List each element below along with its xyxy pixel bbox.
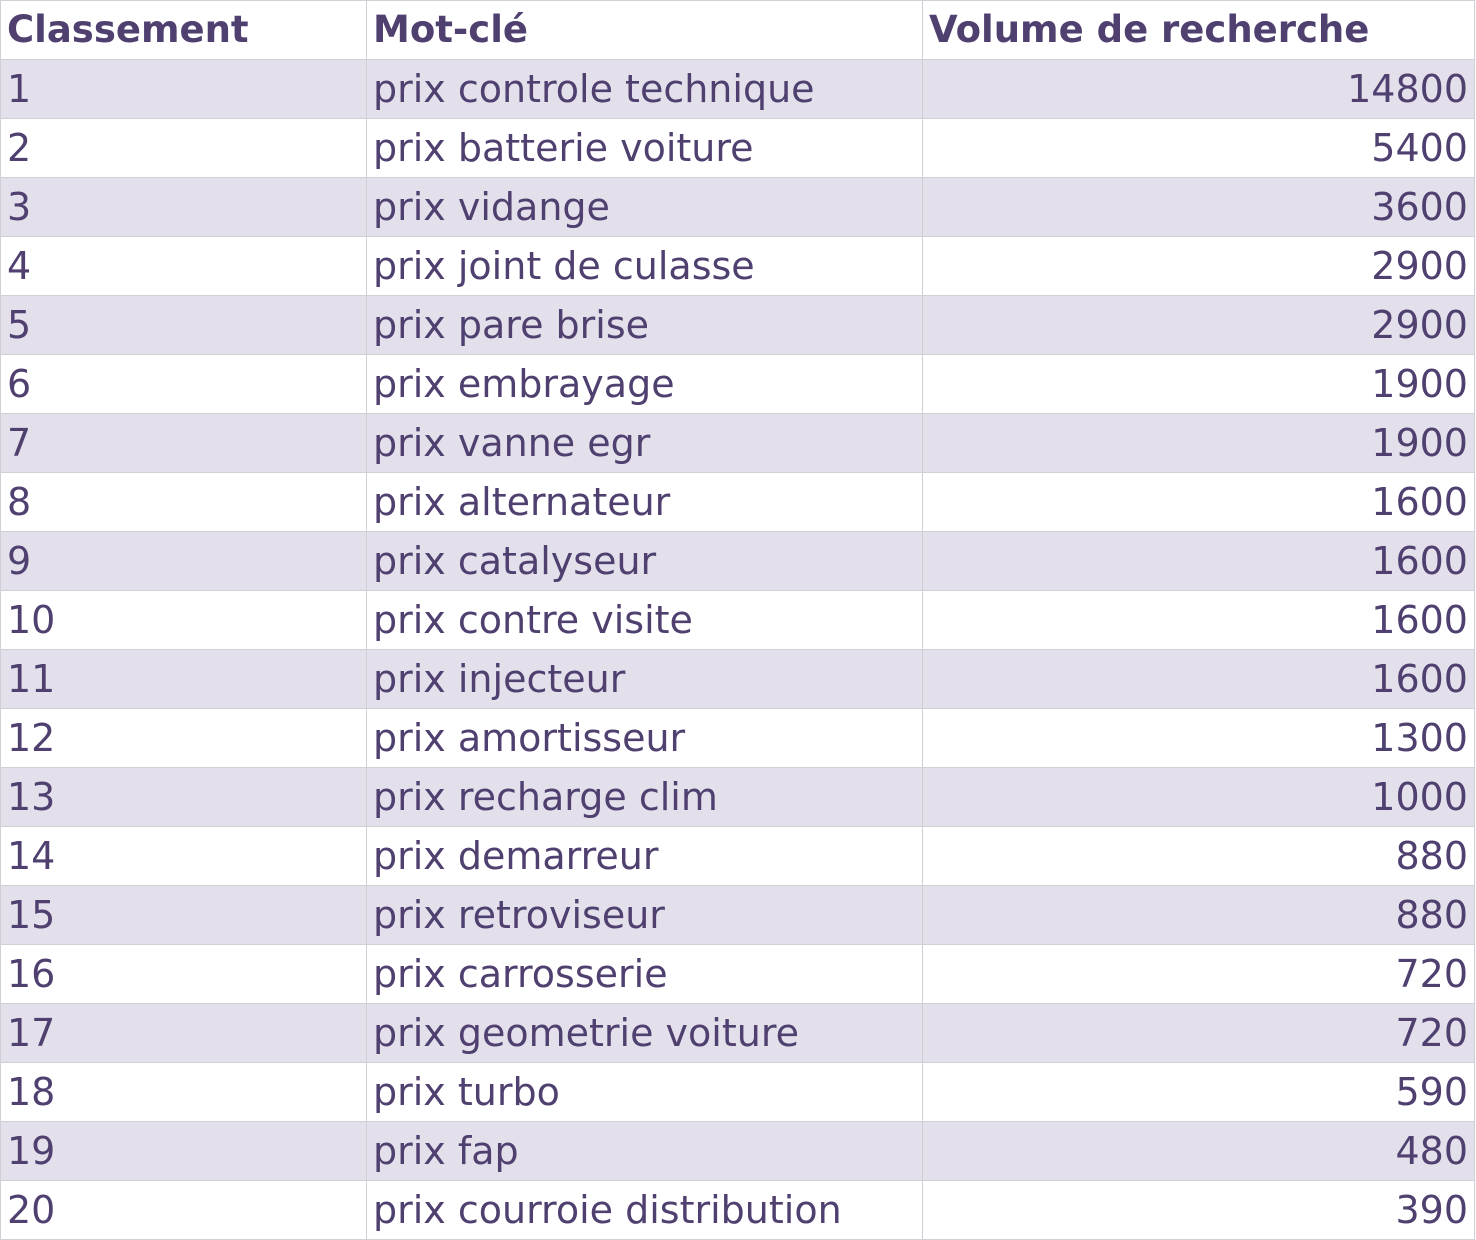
table-row: 15 prix retroviseur 880 <box>0 885 1475 945</box>
rank-cell: 18 <box>0 1062 367 1122</box>
rank-cell: 19 <box>0 1121 367 1181</box>
volume-cell: 590 <box>922 1062 1475 1122</box>
volume-cell: 880 <box>922 826 1475 886</box>
keyword-cell: prix geometrie voiture <box>366 1003 923 1063</box>
volume-cell: 1900 <box>922 354 1475 414</box>
volume-cell: 1900 <box>922 413 1475 473</box>
keyword-cell: prix contre visite <box>366 590 923 650</box>
keyword-cell: prix controle technique <box>366 59 923 119</box>
rank-cell: 1 <box>0 59 367 119</box>
keyword-cell: prix courroie distribution <box>366 1180 923 1240</box>
rank-cell: 16 <box>0 944 367 1004</box>
table-row: 17 prix geometrie voiture 720 <box>0 1003 1475 1063</box>
rank-cell: 12 <box>0 708 367 768</box>
rank-cell: 15 <box>0 885 367 945</box>
volume-cell: 14800 <box>922 59 1475 119</box>
rank-cell: 3 <box>0 177 367 237</box>
table-row: 6 prix embrayage 1900 <box>0 354 1475 414</box>
rank-cell: 9 <box>0 531 367 591</box>
volume-cell: 3600 <box>922 177 1475 237</box>
keyword-cell: prix fap <box>366 1121 923 1181</box>
keyword-cell: prix demarreur <box>366 826 923 886</box>
table-row: 1 prix controle technique 14800 <box>0 59 1475 119</box>
column-header: Classement <box>0 0 367 60</box>
volume-cell: 480 <box>922 1121 1475 1181</box>
table-row: 8 prix alternateur 1600 <box>0 472 1475 532</box>
volume-cell: 720 <box>922 944 1475 1004</box>
rank-cell: 5 <box>0 295 367 355</box>
volume-cell: 2900 <box>922 236 1475 296</box>
volume-cell: 1300 <box>922 708 1475 768</box>
volume-cell: 2900 <box>922 295 1475 355</box>
keyword-cell: prix turbo <box>366 1062 923 1122</box>
volume-cell: 1600 <box>922 649 1475 709</box>
rank-cell: 20 <box>0 1180 367 1240</box>
volume-cell: 720 <box>922 1003 1475 1063</box>
volume-cell: 1600 <box>922 531 1475 591</box>
table-row: 14 prix demarreur 880 <box>0 826 1475 886</box>
table-row: 11 prix injecteur 1600 <box>0 649 1475 709</box>
table-row: 9 prix catalyseur 1600 <box>0 531 1475 591</box>
keyword-cell: prix vidange <box>366 177 923 237</box>
volume-cell: 5400 <box>922 118 1475 178</box>
rank-cell: 13 <box>0 767 367 827</box>
keyword-cell: prix embrayage <box>366 354 923 414</box>
keyword-cell: prix catalyseur <box>366 531 923 591</box>
rank-cell: 4 <box>0 236 367 296</box>
keyword-cell: prix recharge clim <box>366 767 923 827</box>
table-row: 3 prix vidange 3600 <box>0 177 1475 237</box>
rank-cell: 14 <box>0 826 367 886</box>
table-row: 16 prix carrosserie 720 <box>0 944 1475 1004</box>
table-row: 5 prix pare brise 2900 <box>0 295 1475 355</box>
keyword-cell: prix alternateur <box>366 472 923 532</box>
table-row: 7 prix vanne egr 1900 <box>0 413 1475 473</box>
rank-cell: 2 <box>0 118 367 178</box>
table-row: 19 prix fap 480 <box>0 1121 1475 1181</box>
keyword-cell: prix vanne egr <box>366 413 923 473</box>
table-row: 13 prix recharge clim 1000 <box>0 767 1475 827</box>
column-header: Mot-clé <box>366 0 923 60</box>
rank-cell: 6 <box>0 354 367 414</box>
keyword-cell: prix joint de culasse <box>366 236 923 296</box>
rank-cell: 11 <box>0 649 367 709</box>
volume-cell: 880 <box>922 885 1475 945</box>
volume-cell: 1600 <box>922 472 1475 532</box>
table-row: 18 prix turbo 590 <box>0 1062 1475 1122</box>
table-body: 1 prix controle technique 14800 2 prix batte… <box>0 59 1475 1240</box>
keyword-cell: prix pare brise <box>366 295 923 355</box>
keyword-cell: prix amortisseur <box>366 708 923 768</box>
header-row: Classement Mot-clé Volume de recherche <box>0 0 1475 60</box>
table-row: 12 prix amortisseur 1300 <box>0 708 1475 768</box>
column-header: Volume de recherche <box>922 0 1475 60</box>
table-row: 20 prix courroie distribution 390 <box>0 1180 1475 1240</box>
table-row: 2 prix batterie voiture 5400 <box>0 118 1475 178</box>
volume-cell: 390 <box>922 1180 1475 1240</box>
table-row: 4 prix joint de culasse 2900 <box>0 236 1475 296</box>
volume-cell: 1600 <box>922 590 1475 650</box>
rank-cell: 17 <box>0 1003 367 1063</box>
rank-cell: 7 <box>0 413 367 473</box>
keyword-cell: prix carrosserie <box>366 944 923 1004</box>
rank-cell: 10 <box>0 590 367 650</box>
keyword-cell: prix batterie voiture <box>366 118 923 178</box>
rank-cell: 8 <box>0 472 367 532</box>
volume-cell: 1000 <box>922 767 1475 827</box>
table-row: 10 prix contre visite 1600 <box>0 590 1475 650</box>
keyword-cell: prix retroviseur <box>366 885 923 945</box>
keyword-cell: prix injecteur <box>366 649 923 709</box>
